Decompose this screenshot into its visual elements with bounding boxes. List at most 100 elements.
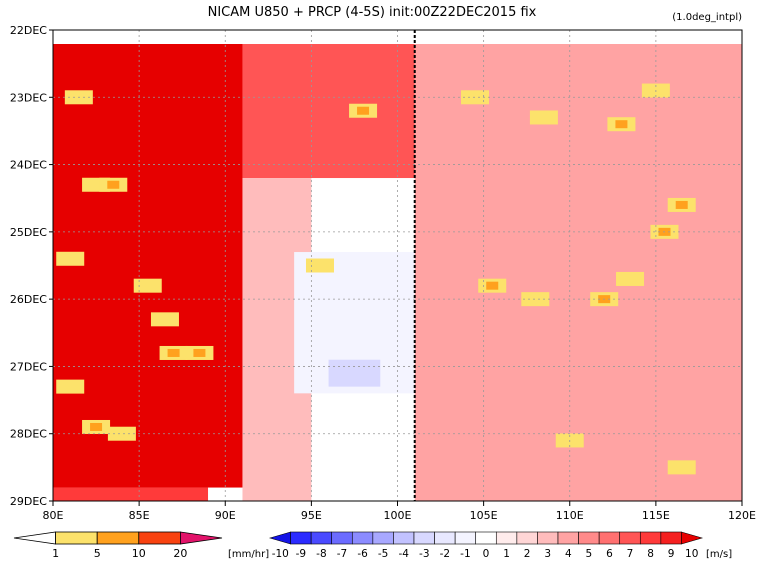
precip-core [357, 106, 370, 115]
u850-colorbar-cell [681, 531, 704, 545]
u850-colorbar-cell [619, 531, 641, 545]
precip-colorbar-cell [55, 531, 98, 545]
u850-colorbar-cell [598, 531, 621, 545]
u850-colorbar-label: -8 [316, 548, 326, 560]
u850-colorbar-label: -2 [440, 548, 450, 560]
u850-colorbar-cell [516, 531, 538, 545]
x-tick-label: 95E [301, 509, 322, 522]
u850-colorbar-cell [475, 531, 497, 545]
u850-colorbar-cell [434, 531, 456, 545]
precip-colorbar-label: 1 [52, 547, 59, 560]
u850-colorbar-cell [454, 531, 477, 545]
precip-colorbar-cell [96, 531, 140, 545]
u850-colorbar-label: 7 [627, 548, 634, 560]
x-tick-label: 115E [642, 509, 670, 522]
u850-colorbar-label: -3 [419, 548, 429, 560]
u850-region [53, 30, 243, 488]
precip-patch [305, 258, 334, 273]
u850-colorbar-label: 5 [586, 548, 593, 560]
u850-colorbar-cell [290, 531, 312, 545]
precip-patch [667, 460, 696, 475]
precip-core [486, 281, 499, 290]
u850-colorbar-label: 0 [483, 548, 490, 560]
u850-colorbar-cell [660, 531, 682, 545]
u850-colorbar-label: 10 [685, 548, 698, 560]
u850-colorbar-label: -10 [272, 548, 289, 560]
y-tick-label: 23DEC [10, 91, 47, 104]
precip-colorbar-label: 5 [94, 547, 101, 560]
precip-patch [56, 251, 85, 266]
x-tick-label: 120E [728, 509, 756, 522]
u850-colorbar-cell [268, 531, 291, 545]
u850-region [53, 487, 209, 501]
y-tick-label: 28DEC [10, 428, 47, 441]
u850-colorbar-cell [557, 531, 579, 545]
x-tick-label: 80E [43, 509, 64, 522]
u850-colorbar-cell [310, 531, 333, 545]
y-tick-label: 27DEC [10, 360, 47, 373]
precip-patch [461, 90, 490, 105]
precip-patch [521, 292, 550, 307]
y-tick-label: 22DEC [10, 24, 47, 37]
y-tick-label: 24DEC [10, 159, 47, 172]
u850-colorbar: -10 -9 -8 -7 -6 -5 -4 -3 -2 -1 0 1 2 3 4 5 6 7 8 9 10 [m/s] [268, 531, 732, 560]
precip-core [675, 200, 688, 209]
y-tick-label: 25DEC [10, 226, 47, 239]
u850-colorbar-cell [639, 531, 662, 545]
u850-colorbar-label: -4 [398, 548, 409, 560]
u850-colorbar-cell [495, 531, 518, 545]
u850-colorbar-units: [m/s] [706, 549, 732, 560]
precip-colorbar-label: 10 [132, 547, 146, 560]
precip-patch [133, 278, 162, 293]
u850-colorbar-label: -6 [357, 548, 368, 560]
chart-title: NICAM U850 + PRCP (4-5S) init:00Z22DEC20… [208, 5, 537, 20]
u850-colorbar-label: -5 [378, 548, 388, 560]
x-axis: 80E 85E 90E 95E 100E 105E 110E 115E 120E [43, 501, 756, 522]
precip-colorbar-cell [138, 531, 181, 545]
precip-core [615, 120, 628, 129]
grid-lines [53, 30, 742, 501]
u850-colorbar-label: 2 [524, 548, 531, 560]
x-tick-label: 100E [384, 509, 412, 522]
precip-colorbar-cell [179, 531, 223, 545]
u850-colorbar-label: 8 [647, 548, 654, 560]
u850-colorbar-label: 9 [668, 548, 675, 560]
precip-colorbar: 1 5 10 20 [mm/hr] [13, 531, 269, 560]
u850-colorbar-cell [372, 531, 394, 545]
u850-colorbar-label: 6 [606, 548, 613, 560]
precip-patch [529, 110, 558, 125]
precip-patch [56, 379, 85, 394]
precip-colorbar-label: 20 [173, 547, 187, 560]
precip-patch [107, 426, 136, 441]
y-axis: 22DEC 23DEC 24DEC 25DEC 26DEC 27DEC 28DEC 29DEC [10, 24, 53, 508]
precip-core [167, 348, 180, 357]
x-tick-label: 105E [470, 509, 498, 522]
precip-core [90, 422, 103, 431]
u850-region [242, 30, 415, 179]
precip-patch [616, 271, 645, 286]
u850-colorbar-cell [537, 531, 559, 545]
u850-colorbar-label: 1 [503, 548, 510, 560]
u850-region [328, 359, 381, 387]
chart-subtitle: (1.0deg_intpl) [672, 12, 742, 23]
u850-colorbar-cell [331, 531, 353, 545]
u850-colorbar-cell [413, 531, 435, 545]
x-tick-label: 110E [556, 509, 584, 522]
u850-colorbar-cell [393, 531, 415, 545]
y-tick-label: 29DEC [10, 495, 47, 508]
u850-colorbar-label: -7 [337, 548, 347, 560]
u850-colorbar-label: -1 [460, 548, 470, 560]
u850-colorbar-cell [578, 531, 600, 545]
precip-colorbar-units: [mm/hr] [228, 549, 269, 560]
x-tick-label: 90E [215, 509, 236, 522]
u850-colorbar-label: -9 [296, 548, 306, 560]
y-tick-label: 26DEC [10, 293, 47, 306]
x-tick-label: 85E [129, 509, 150, 522]
u850-colorbar-label: 3 [544, 548, 551, 560]
u850-colorbar-label: 4 [565, 548, 572, 560]
precip-core [193, 348, 206, 357]
precip-colorbar-cell [13, 531, 56, 545]
u850-region [414, 30, 742, 501]
precip-patch [150, 312, 179, 327]
